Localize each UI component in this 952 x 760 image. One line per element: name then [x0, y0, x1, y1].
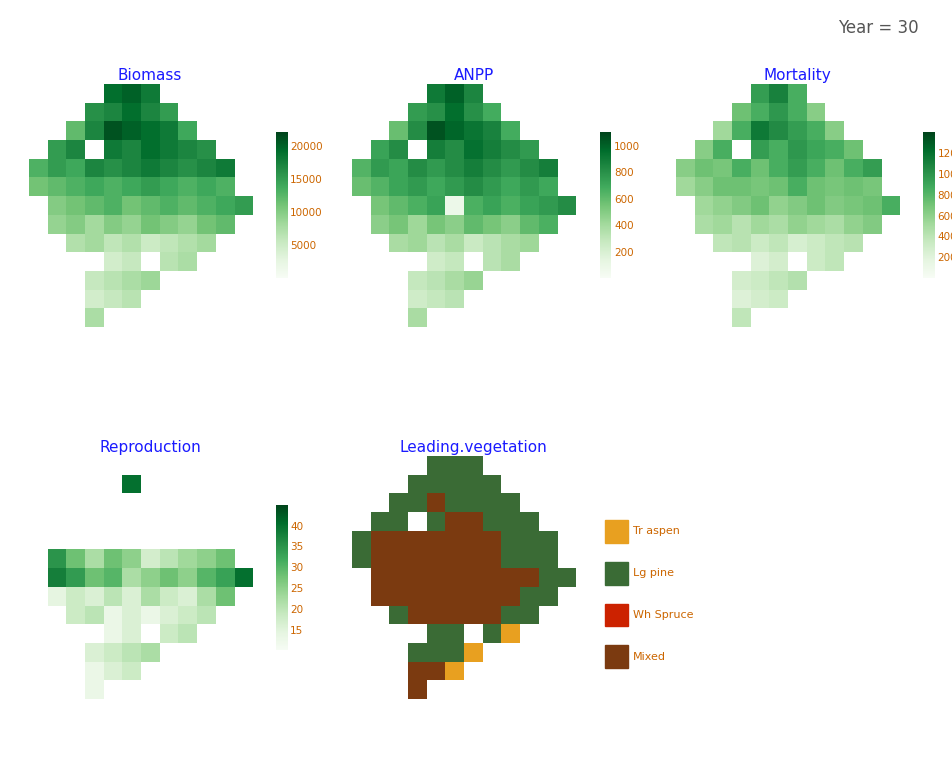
Text: Tr aspen: Tr aspen — [633, 527, 680, 537]
Title: Mortality: Mortality — [764, 68, 831, 83]
Title: Biomass: Biomass — [118, 68, 182, 83]
Title: Leading.vegetation: Leading.vegetation — [400, 440, 547, 455]
Text: Year = 30: Year = 30 — [838, 19, 919, 37]
Text: Mixed: Mixed — [633, 652, 666, 662]
Text: Lg pine: Lg pine — [633, 568, 674, 578]
Text: Wh Spruce: Wh Spruce — [633, 610, 694, 620]
Title: Reproduction: Reproduction — [99, 440, 201, 455]
Title: ANPP: ANPP — [453, 68, 494, 83]
